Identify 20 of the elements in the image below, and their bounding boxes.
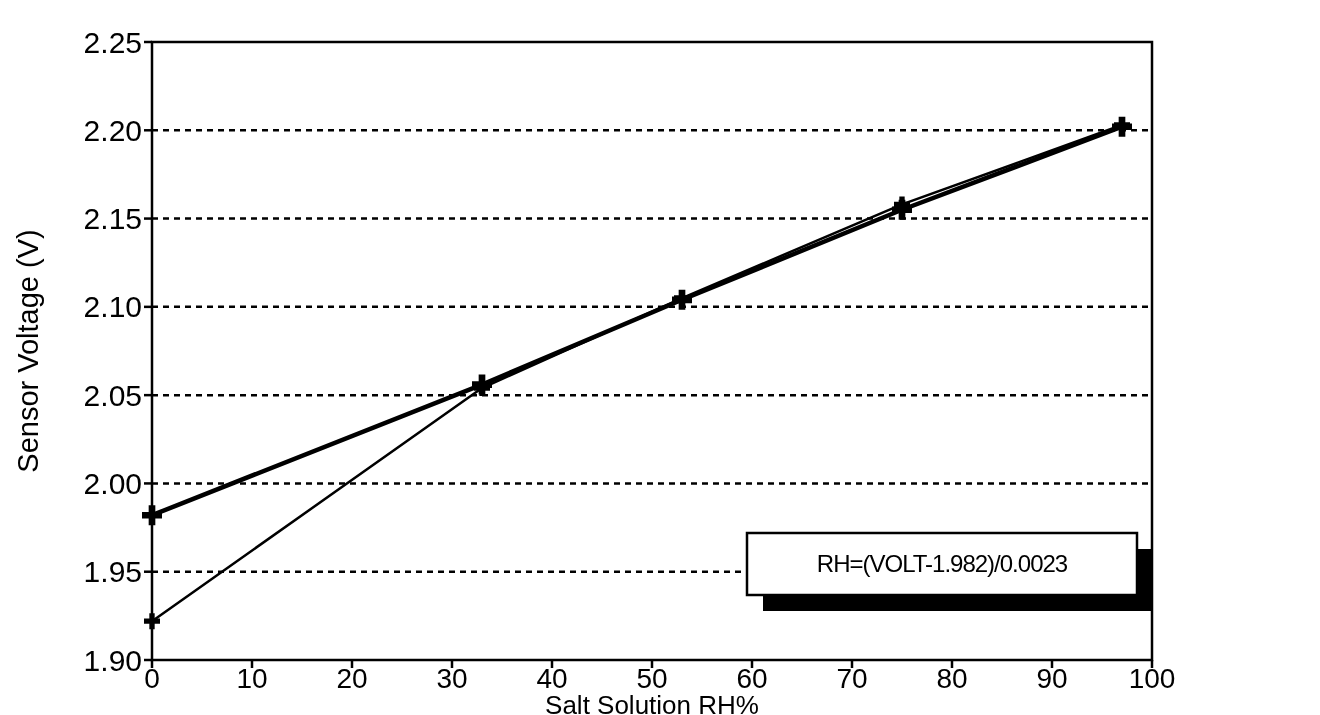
y-tick-label: 1.95	[83, 555, 142, 589]
y-axis-title: Sensor Voltage (V)	[12, 229, 44, 473]
x-tick-label: 0	[144, 663, 160, 694]
y-tick-label: 2.05	[83, 378, 142, 412]
point	[144, 613, 160, 630]
y-tick-label: 2.10	[83, 290, 142, 324]
x-tick-label: 70	[836, 663, 868, 694]
y-tick-label: 2.20	[83, 113, 142, 147]
x-tick-label: 90	[1036, 663, 1068, 694]
x-tick-label: 30	[436, 663, 468, 694]
point	[142, 505, 162, 526]
x-tick-label: 10	[236, 663, 268, 694]
y-tick-label: 2.25	[83, 25, 142, 59]
annotation: RH=(VOLT-1.982)/0.0023	[816, 550, 1068, 578]
y-tick-label: 2.00	[83, 466, 142, 500]
y-tick-label: 2.15	[83, 202, 142, 236]
x-tick-label: 100	[1128, 663, 1176, 694]
y-tick-label: 1.90	[83, 643, 142, 677]
x-tick-label: 20	[336, 663, 368, 694]
x-tick-label: 80	[936, 663, 968, 694]
